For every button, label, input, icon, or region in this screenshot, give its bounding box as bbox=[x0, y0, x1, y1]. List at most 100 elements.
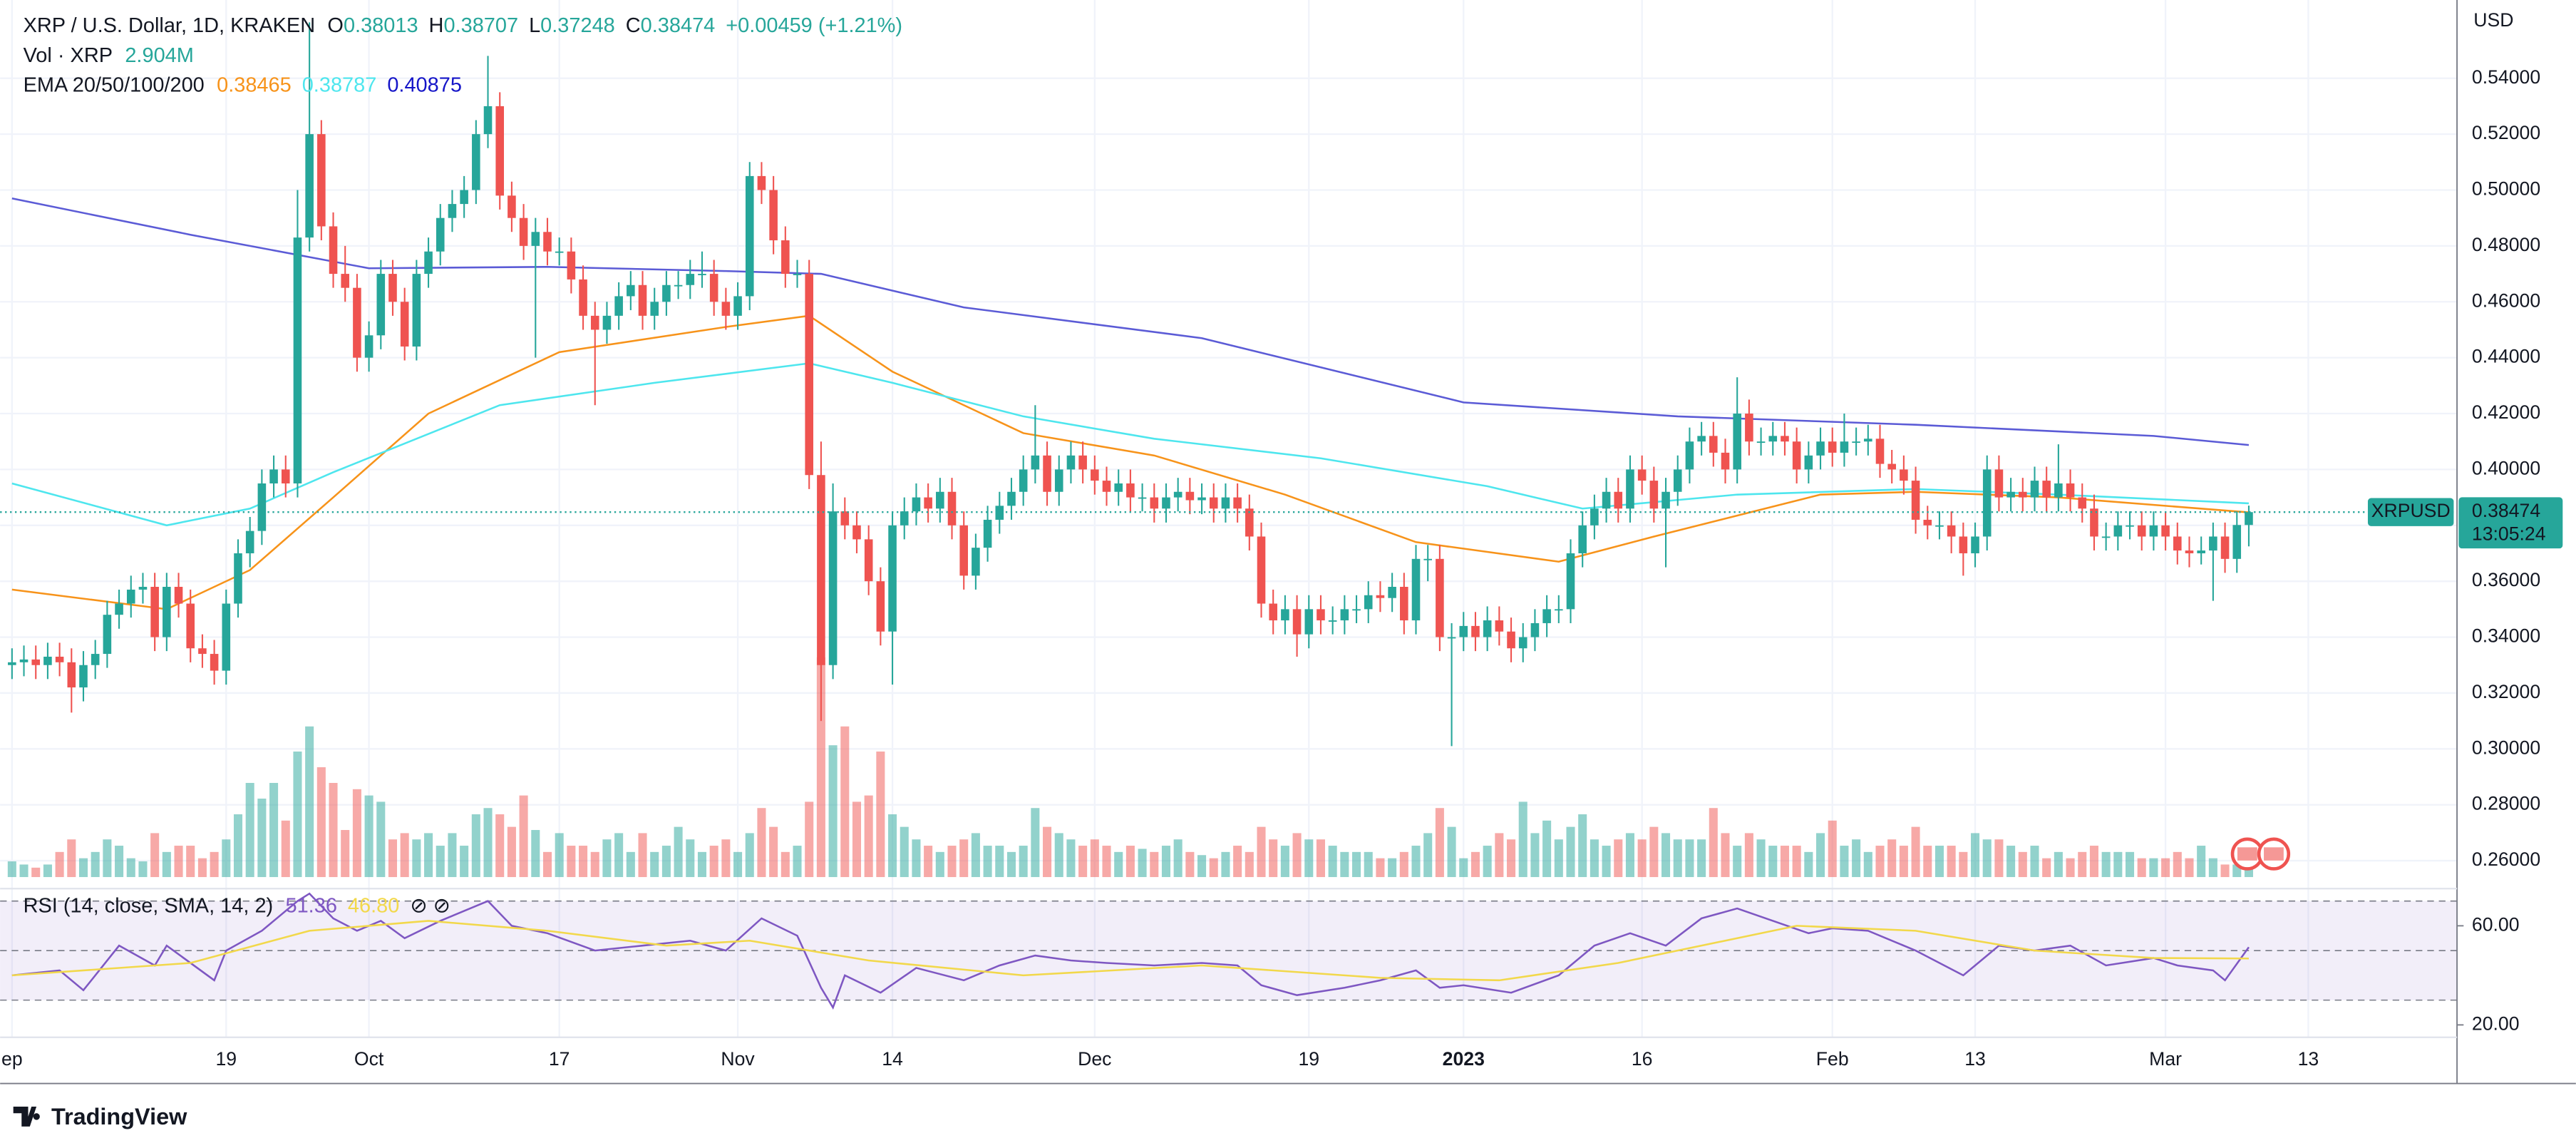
candle-body bbox=[1530, 622, 1540, 637]
volume-bar bbox=[602, 839, 612, 878]
candle-body bbox=[2161, 525, 2170, 537]
brand[interactable]: TradingView bbox=[13, 1104, 187, 1129]
volume-bar bbox=[780, 851, 790, 878]
settings-icons[interactable]: ⊘ ⊘ bbox=[410, 894, 450, 917]
candle-body bbox=[1054, 469, 1063, 492]
x-tick-label: 16 bbox=[1632, 1048, 1653, 1070]
volume-bar bbox=[1221, 851, 1230, 878]
volume-bar bbox=[1197, 855, 1207, 878]
candle-body bbox=[2019, 491, 2027, 498]
volume-bar bbox=[1114, 851, 1123, 878]
volume-bar bbox=[1923, 846, 1932, 878]
flag-icon bbox=[2264, 847, 2284, 861]
candle-body bbox=[1173, 491, 1183, 498]
axes: USD 0.26000 0.28000 0.30000 0.32000 0.34000 0… bbox=[0, 0, 2576, 1085]
volume-bar bbox=[1006, 851, 1016, 878]
volume-bar bbox=[1507, 839, 1516, 878]
candle-body bbox=[1578, 525, 1587, 553]
candle-body bbox=[1804, 455, 1813, 470]
candle-body bbox=[567, 251, 576, 280]
candle-body bbox=[1768, 436, 1778, 442]
candle-body bbox=[745, 175, 754, 297]
volume-bar bbox=[1994, 839, 2004, 878]
candle-body bbox=[341, 274, 350, 288]
volume-bar bbox=[1792, 846, 1801, 878]
volume-label: Vol · XRP bbox=[24, 43, 113, 66]
candle-body bbox=[1495, 620, 1504, 632]
volume-bar bbox=[115, 846, 124, 878]
x-tick-label: Mar bbox=[2149, 1048, 2182, 1070]
volume-bar bbox=[1816, 833, 1825, 878]
volume-bar bbox=[2101, 851, 2111, 878]
volume-bar bbox=[674, 826, 683, 878]
candle-body bbox=[1661, 491, 1670, 509]
volume-bar bbox=[661, 846, 671, 878]
y-tick-label: 0.32000 bbox=[2472, 681, 2540, 702]
volume-bar bbox=[78, 858, 88, 878]
candle-body bbox=[1828, 441, 1837, 453]
volume-bar bbox=[329, 783, 338, 878]
ohlc-label: L bbox=[529, 14, 540, 37]
candle-body bbox=[1959, 536, 1968, 553]
candle-body bbox=[1281, 609, 1289, 621]
volume-bar bbox=[1602, 846, 1611, 878]
volume-bar bbox=[1971, 833, 1980, 878]
candle-body bbox=[2232, 525, 2242, 559]
volume-bar bbox=[1697, 839, 1706, 878]
volume-bar bbox=[412, 839, 421, 878]
rsi-title: RSI (14, close, SMA, 14, 2) bbox=[24, 894, 274, 917]
candle-body bbox=[317, 134, 326, 227]
volume-bar bbox=[2197, 846, 2206, 878]
volume-bar bbox=[424, 833, 433, 878]
volume-bar bbox=[281, 820, 290, 878]
volume-bar bbox=[2173, 851, 2182, 878]
volume-bar bbox=[1459, 858, 1468, 878]
event-flags[interactable] bbox=[2230, 837, 2291, 871]
candle-body bbox=[1911, 481, 1920, 520]
candle-body bbox=[698, 274, 706, 275]
volume-bar bbox=[1768, 846, 1778, 878]
volume-bar bbox=[495, 814, 505, 878]
candle-body bbox=[460, 190, 468, 205]
volume-bar bbox=[1649, 826, 1659, 878]
ohlc-value: 0.38707 bbox=[443, 14, 518, 37]
candle-body bbox=[1518, 637, 1527, 649]
volume-bar bbox=[1066, 839, 1076, 878]
candle-body bbox=[1483, 620, 1492, 637]
candle-body bbox=[483, 106, 493, 135]
volume-bar bbox=[2113, 851, 2123, 878]
volume-bar bbox=[1125, 846, 1135, 878]
candle-body bbox=[1792, 441, 1801, 470]
x-tick-label: Dec bbox=[1078, 1048, 1111, 1070]
volume-bar bbox=[567, 846, 576, 878]
candle-body bbox=[448, 204, 457, 218]
volume-bar bbox=[1780, 846, 1789, 878]
volume-bar bbox=[1828, 820, 1837, 878]
volume-bar bbox=[471, 814, 480, 878]
candle-body bbox=[1317, 609, 1325, 621]
candle-body bbox=[972, 548, 980, 576]
ohlc-value: 0.38013 bbox=[344, 14, 418, 37]
volume-bar bbox=[2137, 858, 2146, 878]
change: +0.00459 (+1.21%) bbox=[726, 14, 902, 37]
volume-bar bbox=[1352, 851, 1361, 878]
volume-bar bbox=[1423, 833, 1433, 878]
candle-body bbox=[1340, 609, 1349, 621]
candle-body bbox=[840, 511, 850, 526]
candle-body bbox=[1138, 497, 1147, 499]
candle-body bbox=[1745, 414, 1753, 442]
axis-unit: USD bbox=[2473, 9, 2513, 31]
y-tick-label: 0.36000 bbox=[2472, 569, 2540, 590]
x-tick-label: ep bbox=[1, 1048, 23, 1070]
candle-body bbox=[364, 335, 373, 358]
candle-body bbox=[864, 539, 873, 582]
volume-bar bbox=[1078, 846, 1088, 878]
candle-body bbox=[1066, 455, 1076, 470]
y-tick-label: 0.34000 bbox=[2472, 625, 2540, 647]
volume-bar bbox=[1185, 851, 1195, 878]
volume-bar bbox=[745, 833, 754, 878]
volume-bar bbox=[1887, 839, 1897, 878]
volume-bar bbox=[1685, 839, 1694, 878]
candle-body bbox=[769, 190, 778, 241]
ohlc-label: O bbox=[327, 14, 344, 37]
